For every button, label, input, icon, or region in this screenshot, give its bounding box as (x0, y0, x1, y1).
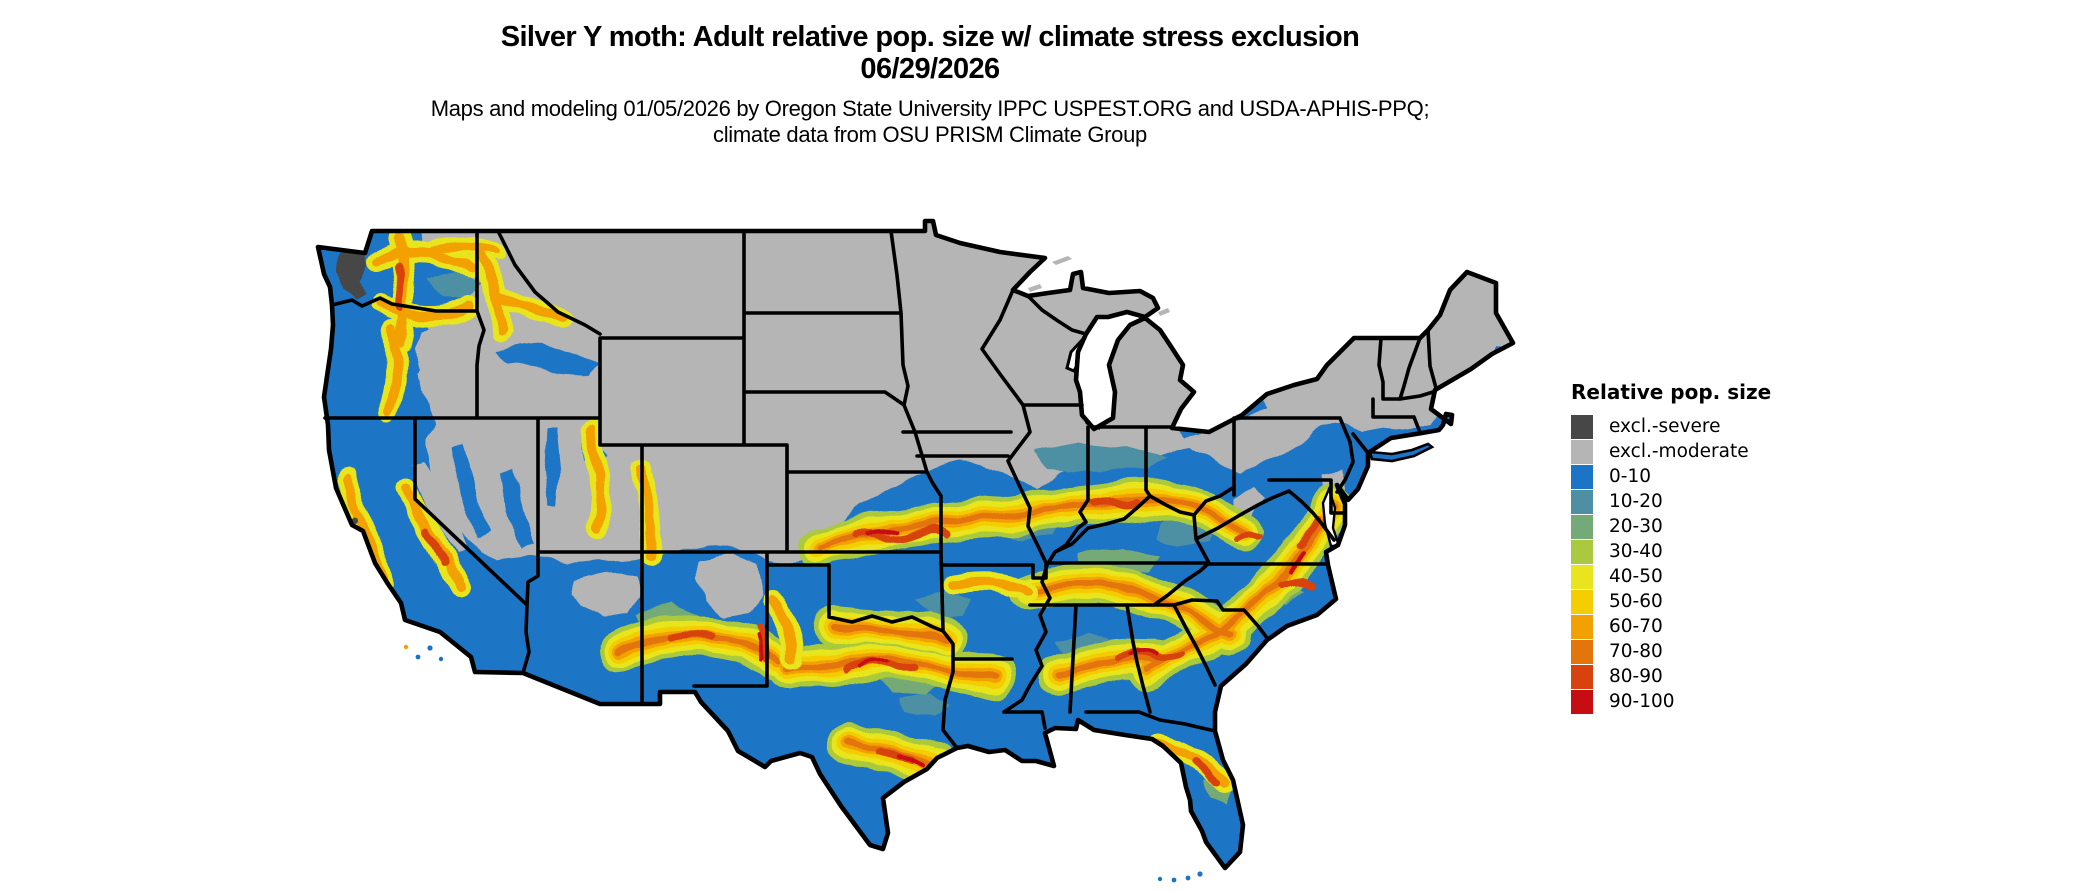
legend-item: 0-10 (1571, 464, 1871, 489)
map-subtitle: Maps and modeling 01/05/2026 by Oregon S… (430, 95, 1430, 147)
us-map (290, 210, 1580, 892)
legend-item: 30-40 (1571, 539, 1871, 564)
legend-swatch (1571, 614, 1593, 639)
islands (403, 256, 1435, 883)
legend-item: 10-20 (1571, 489, 1871, 514)
legend-item-label: 30-40 (1609, 541, 1663, 562)
legend-swatch (1571, 689, 1593, 714)
legend-item-label: 90-100 (1609, 691, 1675, 712)
map-title: Silver Y moth: Adult relative pop. size … (500, 21, 1360, 85)
legend: Relative pop. size excl.-severe excl.-mo… (1571, 380, 1871, 714)
legend-item-label: excl.-severe (1609, 416, 1721, 437)
legend-swatch (1571, 639, 1593, 664)
legend-item-label: 20-30 (1609, 516, 1663, 537)
legend-item-label: 80-90 (1609, 666, 1663, 687)
legend-title: Relative pop. size (1571, 380, 1772, 404)
us-map-image (315, 218, 1516, 883)
legend-swatch (1571, 664, 1593, 689)
header: Silver Y moth: Adult relative pop. size … (360, 21, 1500, 148)
legend-swatch (1571, 514, 1593, 539)
legend-swatch (1571, 439, 1593, 464)
legend-item-label: 70-80 (1609, 641, 1663, 662)
legend-item-label: 60-70 (1609, 616, 1663, 637)
legend-item: 70-80 (1571, 639, 1871, 664)
legend-swatch (1571, 464, 1593, 489)
legend-item: 40-50 (1571, 564, 1871, 589)
legend-item-label: excl.-moderate (1609, 441, 1749, 462)
legend-item: 60-70 (1571, 614, 1871, 639)
legend-item-label: 10-20 (1609, 491, 1663, 512)
legend-item-label: 40-50 (1609, 566, 1663, 587)
state-borders (323, 229, 1438, 750)
legend-swatch (1571, 489, 1593, 514)
legend-swatch (1571, 589, 1593, 614)
legend-swatch (1571, 564, 1593, 589)
legend-swatch (1571, 414, 1593, 439)
legend-item: 50-60 (1571, 589, 1871, 614)
legend-item: 90-100 (1571, 689, 1871, 714)
legend-item: 80-90 (1571, 664, 1871, 689)
us-outline (315, 218, 1516, 871)
legend-item: 20-30 (1571, 514, 1871, 539)
legend-item: excl.-moderate (1571, 439, 1871, 464)
legend-swatch (1571, 539, 1593, 564)
legend-item-label: 50-60 (1609, 591, 1663, 612)
legend-item-label: 0-10 (1609, 466, 1651, 487)
legend-item: excl.-severe (1571, 414, 1871, 439)
